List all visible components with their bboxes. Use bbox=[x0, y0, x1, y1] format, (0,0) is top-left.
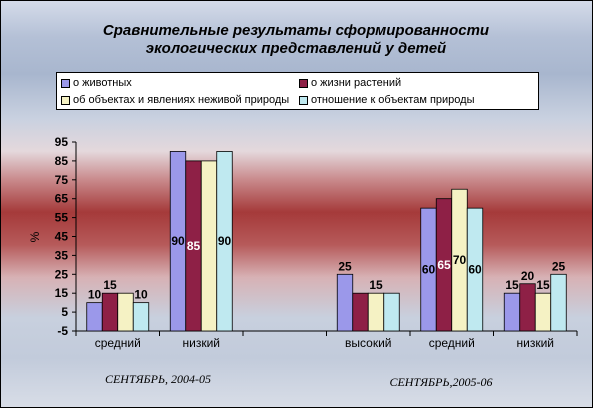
data-label: 15 bbox=[103, 278, 117, 292]
legend-item: об объектах и явлениях неживой природы bbox=[61, 92, 289, 108]
data-label: 20 bbox=[521, 269, 535, 283]
data-label: 15 bbox=[369, 278, 383, 292]
data-label: 25 bbox=[338, 259, 352, 273]
x-tick-label: высокий bbox=[345, 336, 391, 350]
legend-label: о жизни растений bbox=[311, 77, 402, 90]
bar bbox=[132, 302, 150, 332]
data-label: 60 bbox=[468, 263, 482, 277]
bar bbox=[352, 292, 369, 332]
bar bbox=[383, 292, 400, 332]
data-label: 70 bbox=[453, 253, 467, 267]
x-tick-label: низкий bbox=[183, 336, 221, 350]
data-label: 10 bbox=[134, 288, 148, 302]
legend-label: о животных bbox=[73, 77, 132, 90]
y-tick-label: 15 bbox=[55, 286, 69, 300]
data-label: 90 bbox=[171, 234, 185, 248]
data-label: 15 bbox=[536, 278, 550, 292]
x-tick-label: низкий bbox=[517, 336, 555, 350]
bar bbox=[200, 160, 218, 332]
y-tick-label: 85 bbox=[55, 154, 69, 168]
bar bbox=[336, 273, 354, 332]
data-label: 15 bbox=[505, 278, 519, 292]
data-label: 60 bbox=[422, 263, 436, 277]
legend-swatch bbox=[61, 78, 70, 88]
x-tick-label: средний bbox=[95, 336, 141, 350]
bar bbox=[101, 292, 119, 332]
legend-item: отношение к объектам природы bbox=[299, 92, 474, 108]
chart-title-line-1: Сравнительные результаты сформированност… bbox=[103, 22, 489, 39]
y-tick-label: 25 bbox=[55, 267, 69, 281]
data-label: 10 bbox=[88, 288, 102, 302]
legend-swatch bbox=[299, 95, 308, 105]
bar bbox=[519, 283, 536, 332]
legend-label: об объектах и явлениях неживой природы bbox=[73, 94, 290, 107]
period-label-2: СЕНТЯБРЬ,2005-06 bbox=[389, 375, 492, 389]
bar bbox=[117, 292, 134, 332]
data-label: 25 bbox=[552, 259, 566, 273]
bar bbox=[216, 151, 233, 332]
x-tick-label: средний bbox=[429, 336, 475, 350]
y-tick-label: 45 bbox=[55, 230, 69, 244]
legend-swatch bbox=[299, 78, 308, 88]
bar bbox=[534, 292, 552, 332]
legend-item: о животных bbox=[61, 75, 132, 91]
period-label-1: СЕНТЯБРЬ, 2004-05 bbox=[105, 372, 211, 386]
legend: о животных о жизни растений об объектах и … bbox=[56, 72, 539, 110]
y-tick-label: 95 bbox=[55, 135, 69, 149]
bar bbox=[367, 292, 385, 332]
legend-swatch bbox=[61, 95, 70, 105]
data-label: 90 bbox=[218, 234, 232, 248]
y-tick-label: 65 bbox=[55, 192, 69, 206]
y-tick-label: 55 bbox=[55, 211, 69, 225]
data-label: 65 bbox=[437, 258, 451, 272]
legend-label: отношение к объектам природы bbox=[311, 94, 475, 107]
bar bbox=[86, 302, 103, 332]
data-label: 85 bbox=[187, 239, 201, 253]
y-tick-label: 35 bbox=[55, 248, 69, 262]
y-tick-label: -5 bbox=[57, 324, 68, 338]
y-axis-label: % bbox=[28, 231, 42, 242]
legend-item: о жизни растений bbox=[299, 75, 401, 91]
bar bbox=[466, 207, 484, 332]
y-tick-label: 75 bbox=[55, 173, 69, 187]
bars bbox=[86, 151, 567, 332]
bar bbox=[503, 292, 521, 332]
y-tick-label: 5 bbox=[61, 305, 68, 319]
bar bbox=[550, 273, 567, 332]
chart-title-line-2: экологических представлений у детей bbox=[146, 40, 446, 57]
